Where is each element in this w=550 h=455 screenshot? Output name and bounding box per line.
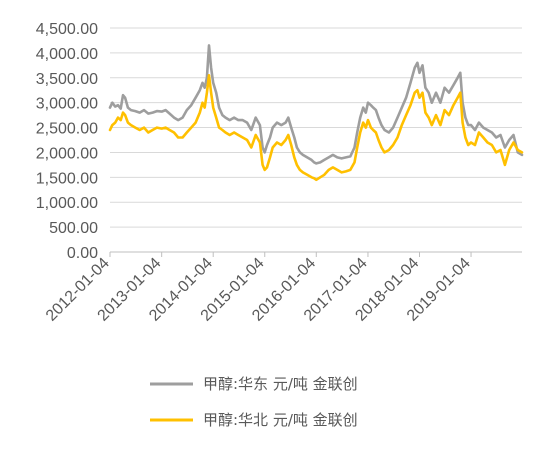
legend-label-2: 甲醇:华北 元/吨 金联创 (203, 411, 358, 429)
series-lines (108, 44, 524, 182)
y-axis: 0.00 500.00 1,000.00 1,500.00 2,000.00 2,500.… (36, 21, 98, 262)
series-line-1 (108, 44, 524, 165)
y-tick-label: 1,500.00 (36, 170, 98, 187)
y-tick-label: 4,000.00 (36, 46, 98, 63)
y-tick-label: 0.00 (67, 245, 98, 262)
y-tick-label: 1,000.00 (36, 195, 98, 212)
series-line-2 (108, 74, 524, 182)
y-tick-label: 2,000.00 (36, 145, 98, 162)
y-tick-label: 2,500.00 (36, 121, 98, 138)
y-tick-label: 3,500.00 (36, 71, 98, 88)
y-tick-label: 3,000.00 (36, 96, 98, 113)
gridlines (110, 27, 522, 253)
legend-label-1: 甲醇:华东 元/吨 金联创 (203, 375, 358, 393)
y-tick-label: 500.00 (49, 220, 98, 237)
x-axis: 2012-01-042013-01-042014-01-042015-01-04… (43, 252, 474, 325)
y-tick-label: 4,500.00 (36, 21, 98, 38)
